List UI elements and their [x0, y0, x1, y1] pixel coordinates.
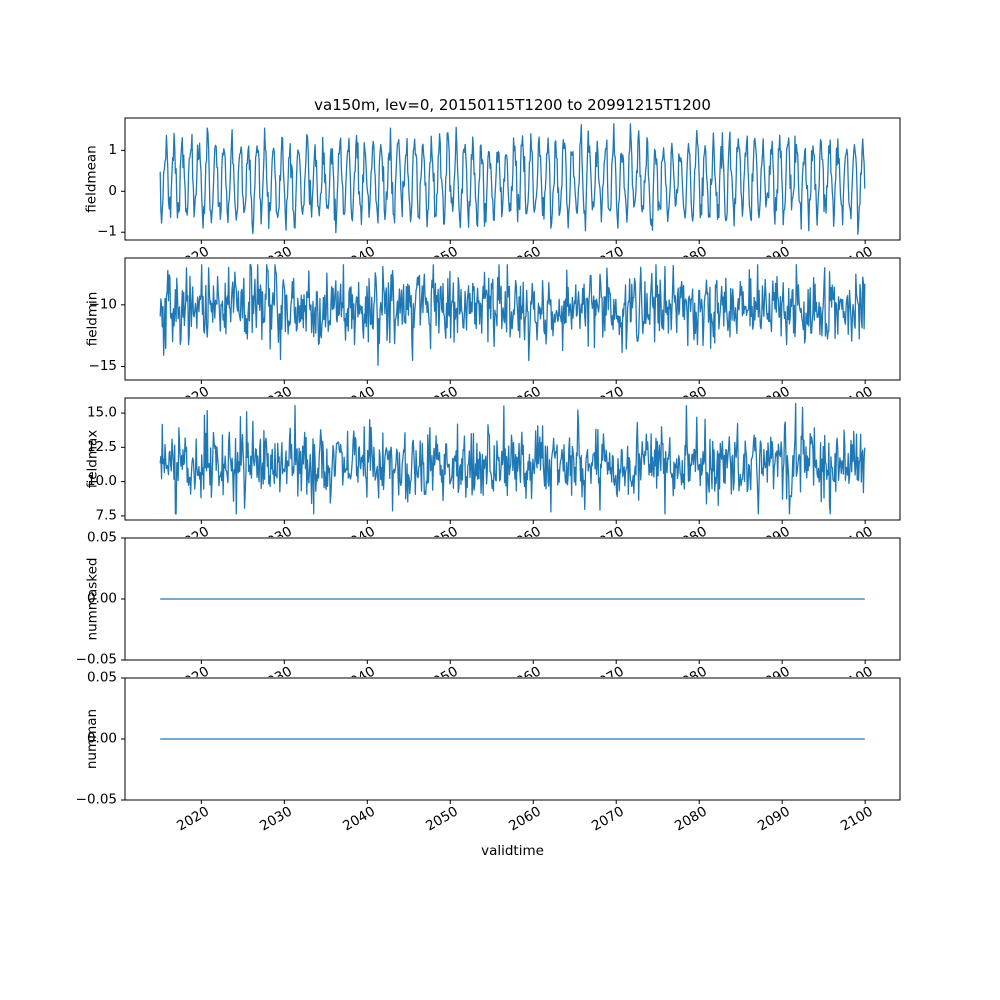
x-axis-label: validtime [481, 843, 544, 859]
figure-title: va150m, lev=0, 20150115T1200 to 20991215… [314, 96, 711, 114]
